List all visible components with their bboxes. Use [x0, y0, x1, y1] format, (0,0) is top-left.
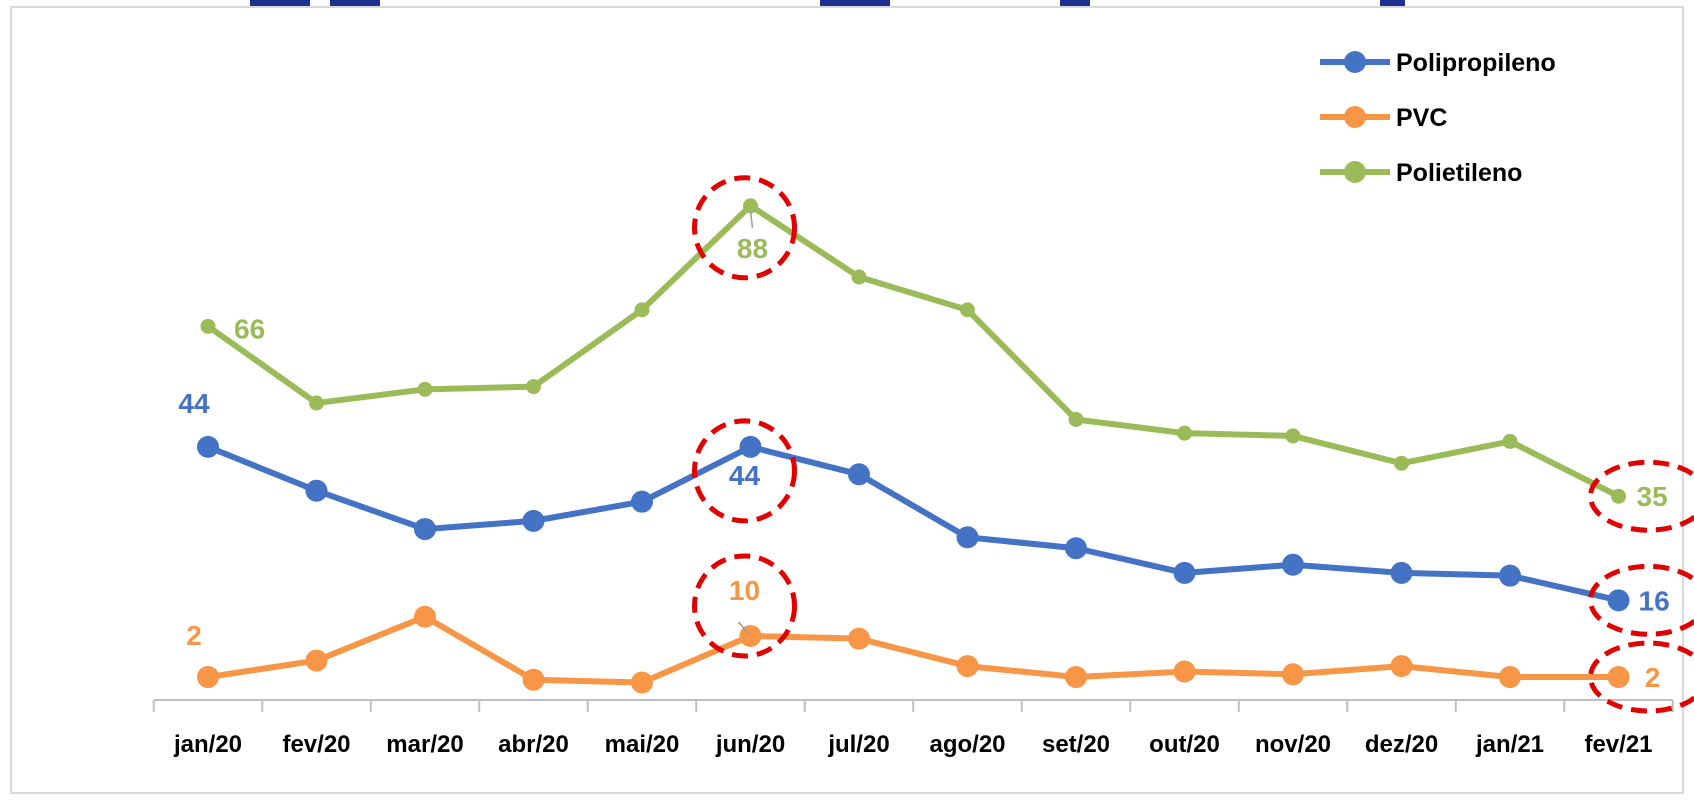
- data-point-polipropileno: [1065, 537, 1087, 560]
- legend-label-pvc: PVC: [1396, 104, 1447, 132]
- series-line-pvc: [207, 613, 1619, 686]
- x-tick-label: set/20: [1042, 731, 1110, 758]
- data-point-pvc: [1065, 666, 1087, 689]
- x-tick-label: mar/20: [386, 731, 463, 758]
- data-point-pvc: [848, 627, 870, 650]
- data-point-polipropileno: [1390, 561, 1413, 584]
- legend-label-polipropileno: Polipropileno: [1396, 49, 1556, 77]
- data-label-polipropileno: 16: [1639, 585, 1670, 616]
- data-point-polietileno: [1502, 433, 1518, 449]
- data-label-polietileno: 35: [1637, 481, 1668, 512]
- data-point-pvc: [197, 666, 219, 689]
- x-tick-label: fev/20: [282, 731, 350, 758]
- data-label-polipropileno: 44: [729, 460, 761, 491]
- leader-line: [749, 211, 754, 228]
- data-point-polipropileno: [739, 435, 762, 458]
- legend-swatch-marker-polietileno: [1344, 161, 1366, 183]
- data-point-polietileno: [1068, 411, 1084, 427]
- x-tick-label: jan/21: [1475, 731, 1544, 758]
- data-point-polietileno: [417, 381, 433, 397]
- highlight-circle: [692, 553, 797, 659]
- leader-line: [737, 621, 750, 635]
- data-point-polipropileno: [305, 479, 328, 502]
- data-point-polietileno: [1394, 455, 1409, 471]
- data-label-polipropileno: 44: [178, 388, 210, 419]
- x-tick-label: fev/21: [1584, 731, 1652, 758]
- x-tick-label: ago/20: [929, 731, 1005, 758]
- data-point-pvc: [1173, 660, 1196, 683]
- x-tick-label: jun/20: [715, 731, 785, 758]
- highlight-layer: [692, 175, 1694, 714]
- x-tick-label: out/20: [1149, 731, 1220, 758]
- data-point-polipropileno: [1173, 561, 1196, 584]
- data-label-pvc: 2: [186, 620, 202, 651]
- data-point-polipropileno: [848, 463, 870, 486]
- data-point-polipropileno: [1607, 589, 1630, 612]
- data-point-polietileno: [309, 395, 324, 411]
- x-tick-label: dez/20: [1365, 731, 1438, 758]
- data-point-polietileno: [1611, 488, 1626, 504]
- x-tick-label: nov/20: [1255, 731, 1331, 758]
- legend-swatch-marker-pvc: [1344, 106, 1366, 128]
- x-tick-label: jul/20: [827, 731, 889, 758]
- data-point-pvc: [305, 649, 328, 672]
- data-point-pvc: [956, 655, 979, 678]
- legend-label-polietileno: Polietileno: [1396, 159, 1522, 187]
- data-point-polipropileno: [414, 518, 436, 541]
- series-line-polipropileno: [206, 443, 1620, 604]
- data-point-polietileno: [1285, 428, 1301, 444]
- data-point-polipropileno: [522, 509, 545, 532]
- data-label-layer: 44 44 16 2 10 2 66 88 35: [178, 211, 1670, 693]
- data-point-polietileno: [634, 302, 650, 318]
- title-strip-cropped: [0, 0, 1694, 8]
- data-point-polipropileno: [631, 490, 653, 513]
- data-point-polipropileno: [1499, 564, 1521, 587]
- data-point-pvc: [1499, 666, 1521, 689]
- x-tick-label: mai/20: [605, 731, 680, 758]
- series-layer: [197, 198, 1630, 694]
- highlight-circle: [692, 418, 797, 524]
- data-point-polietileno: [526, 379, 541, 395]
- data-point-pvc: [1607, 666, 1630, 689]
- axis-layer: jan/20 fev/20 mar/20 abr/20 mai/20 jun/20 jul/…: [152, 699, 1674, 758]
- data-point-pvc: [414, 605, 436, 628]
- data-point-polipropileno: [1282, 553, 1304, 576]
- data-point-polietileno: [960, 302, 975, 318]
- x-tick-label: abr/20: [498, 731, 569, 758]
- highlight-circle: [692, 175, 797, 281]
- data-point-polietileno: [1177, 425, 1192, 441]
- data-point-polipropileno: [956, 526, 979, 549]
- data-point-pvc: [1390, 655, 1413, 678]
- data-point-pvc: [522, 668, 545, 691]
- data-point-pvc: [631, 671, 653, 694]
- data-point-polietileno: [200, 318, 216, 334]
- data-label-polietileno: 66: [234, 313, 265, 344]
- data-point-polipropileno: [197, 435, 219, 458]
- data-label-polietileno: 88: [737, 233, 768, 264]
- data-point-pvc: [1282, 663, 1304, 686]
- legend: Polipropileno PVC Polietileno: [1320, 49, 1556, 187]
- x-tick-label: jan/20: [173, 731, 242, 758]
- data-point-polietileno: [851, 269, 867, 285]
- series-line-polietileno: [206, 202, 1620, 499]
- data-point-polietileno: [743, 198, 758, 214]
- data-label-pvc: 10: [729, 575, 760, 606]
- data-label-pvc: 2: [1645, 662, 1661, 693]
- legend-swatch-marker-polipropileno: [1344, 51, 1366, 73]
